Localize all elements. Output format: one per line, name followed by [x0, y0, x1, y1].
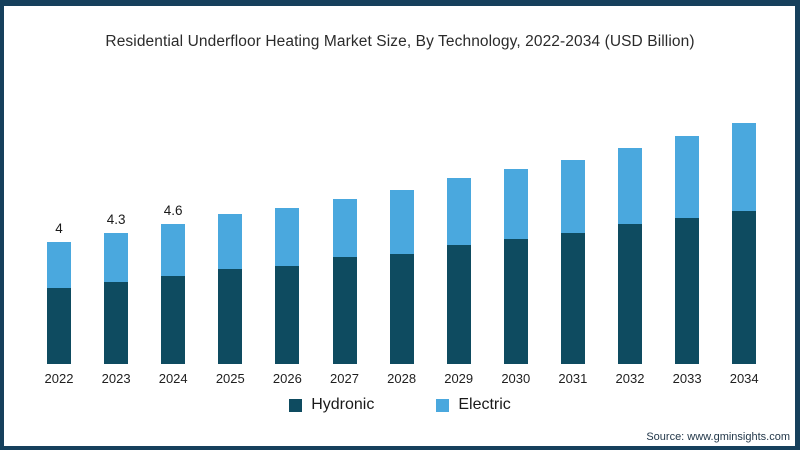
- x-axis-label: 2025: [215, 371, 245, 386]
- bar-hydronic-2026: [275, 266, 300, 364]
- bar-electric-2029: [446, 178, 471, 245]
- bar-electric-2022: [47, 242, 71, 288]
- x-axis-label: 2029: [444, 371, 474, 386]
- x-axis-label: 2024: [158, 371, 188, 386]
- bar-hydronic-2032: [618, 224, 642, 364]
- x-axis-label: 2028: [387, 371, 417, 386]
- bar-hydronic-2028: [389, 254, 414, 364]
- bar-hydronic-2023: [104, 282, 129, 364]
- bar-value-label: 4.6: [163, 203, 183, 218]
- bar-hydronic-2029: [446, 245, 471, 364]
- bar-electric-2030: [503, 169, 528, 239]
- bar-value-label: 4.3: [106, 212, 126, 227]
- bar-hydronic-2031: [560, 233, 585, 364]
- bar-electric-2026: [275, 208, 300, 266]
- x-axis-label: 2032: [615, 371, 645, 386]
- bar-electric-2025: [218, 214, 243, 269]
- legend-item-hydronic: Hydronic: [289, 396, 374, 414]
- chart-title: Residential Underfloor Heating Market Si…: [105, 33, 695, 50]
- bar-hydronic-2022: [47, 288, 71, 364]
- bar-electric-2023: [104, 233, 129, 282]
- bar-hydronic-2034: [732, 211, 757, 364]
- x-axis-label: 2022: [44, 371, 74, 386]
- x-axis-label: 2023: [101, 371, 131, 386]
- x-axis-label: 2033: [672, 371, 702, 386]
- x-axis-label: 2027: [330, 371, 359, 386]
- x-axis-label: 2030: [501, 371, 531, 386]
- bar-hydronic-2027: [332, 257, 357, 364]
- bar-hydronic-2024: [161, 276, 186, 364]
- bar-electric-2024: [161, 224, 186, 276]
- bar-electric-2032: [618, 148, 642, 224]
- bar-value-label: 4: [55, 221, 63, 236]
- bar-electric-2034: [732, 123, 757, 211]
- bar-electric-2031: [560, 160, 585, 233]
- legend-swatch-hydronic: [289, 398, 303, 412]
- source-attribution: Source: www.gminsights.com: [646, 431, 790, 443]
- x-axis-label: 2031: [558, 371, 588, 386]
- bar-hydronic-2025: [218, 269, 243, 364]
- bar-hydronic-2033: [675, 218, 700, 364]
- bar-electric-2027: [332, 199, 357, 257]
- x-axis-label: 2034: [729, 371, 759, 386]
- legend-label-electric: Electric: [458, 396, 511, 413]
- bar-electric-2028: [389, 190, 414, 254]
- legend: Hydronic Electric: [0, 396, 800, 414]
- bar-hydronic-2030: [503, 239, 528, 364]
- legend-label-hydronic: Hydronic: [311, 396, 375, 413]
- legend-swatch-electric: [436, 398, 450, 412]
- bar-electric-2033: [675, 136, 700, 218]
- x-axis-label: 2026: [272, 371, 302, 386]
- legend-item-electric: Electric: [436, 396, 511, 414]
